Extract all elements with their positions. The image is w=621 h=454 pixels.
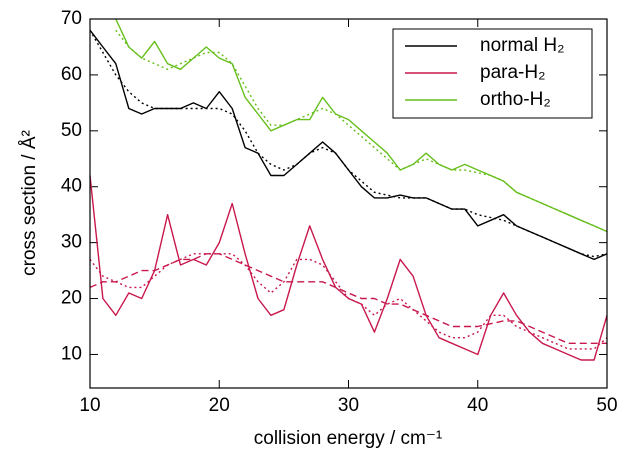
y-tick-label: 20 bbox=[61, 288, 82, 309]
y-tick-label: 10 bbox=[61, 343, 82, 364]
x-tick-label: 20 bbox=[209, 395, 230, 416]
legend-label: ortho-H₂ bbox=[480, 89, 551, 110]
line-series bbox=[89, 253, 607, 344]
line-series bbox=[89, 29, 608, 258]
y-tick-label: 70 bbox=[61, 8, 82, 29]
x-tick-label: 10 bbox=[79, 395, 100, 416]
legend-label: para-H₂ bbox=[480, 62, 545, 83]
x-axis-label: collision energy / cm⁻¹ bbox=[254, 428, 442, 449]
line-series bbox=[89, 253, 608, 350]
legend-label: normal H₂ bbox=[480, 35, 564, 56]
y-tick-label: 50 bbox=[61, 120, 82, 141]
x-tick-label: 40 bbox=[467, 395, 488, 416]
y-tick-label: 30 bbox=[61, 232, 82, 253]
plot-frame bbox=[89, 18, 608, 389]
x-tick-label: 30 bbox=[338, 395, 359, 416]
y-tick-label: 40 bbox=[61, 176, 82, 197]
line-series bbox=[115, 18, 608, 233]
x-tick-label: 50 bbox=[596, 395, 617, 416]
y-axis-label: cross section / Å² bbox=[19, 130, 40, 276]
y-tick-label: 60 bbox=[61, 64, 82, 85]
